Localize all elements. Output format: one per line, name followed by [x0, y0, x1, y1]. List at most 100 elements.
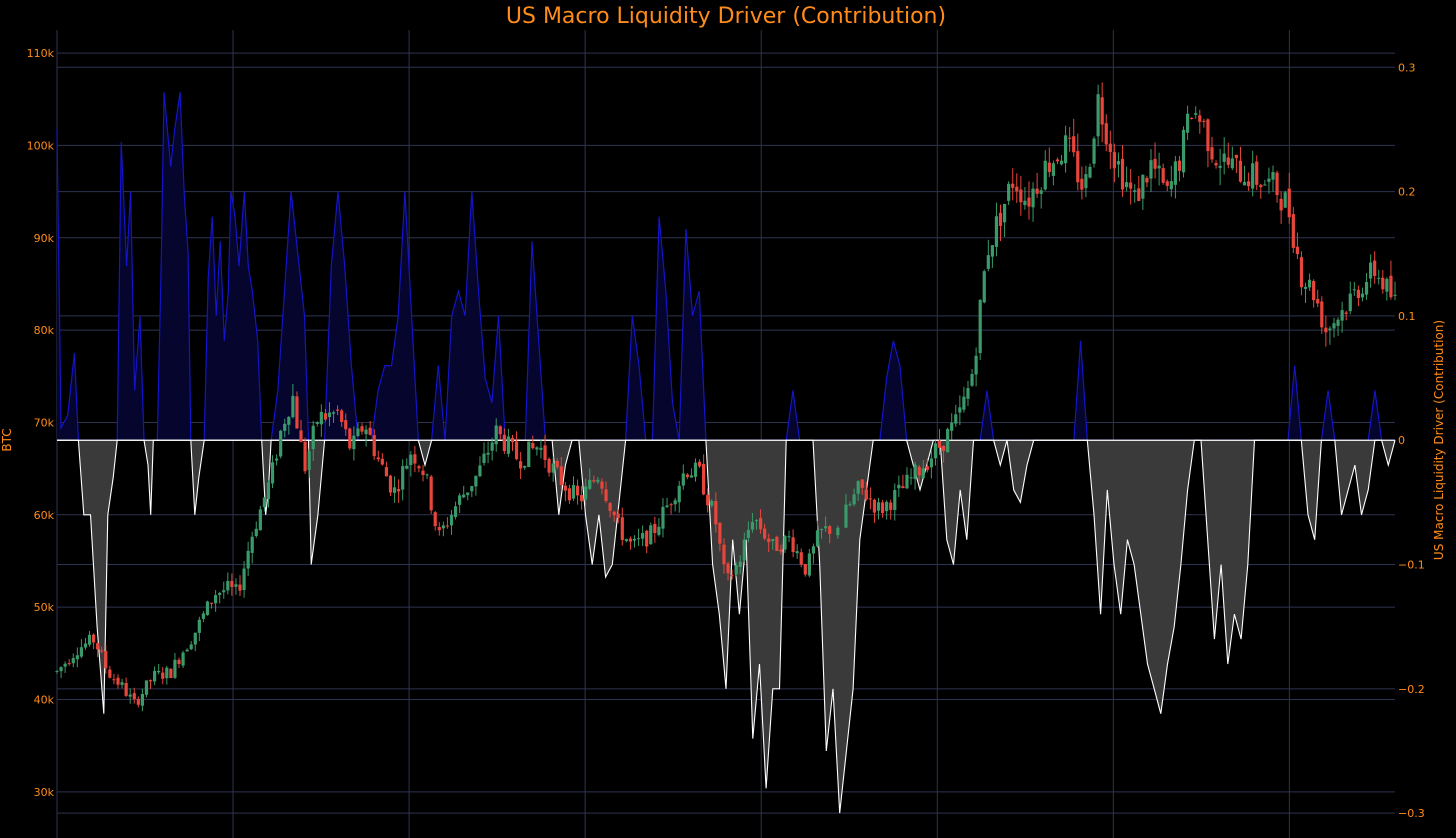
- right-tick-label: 0.2: [1398, 186, 1416, 199]
- candle-body: [466, 492, 470, 496]
- candle-body: [1177, 160, 1182, 171]
- candle-body: [1007, 183, 1011, 201]
- candle-body: [315, 422, 319, 424]
- candle-body: [1251, 163, 1255, 189]
- candle-body: [1283, 192, 1287, 208]
- candle-body: [730, 575, 734, 577]
- candle-body: [1169, 181, 1173, 190]
- candle-body: [791, 537, 795, 553]
- candle-body: [100, 650, 104, 652]
- candle-body: [1165, 181, 1169, 186]
- candle-body: [104, 651, 108, 669]
- candle-body: [767, 538, 771, 543]
- candle-body: [1312, 280, 1316, 301]
- candle-body: [1246, 181, 1251, 187]
- left-tick-label: 30k: [34, 786, 55, 799]
- left-tick-label: 110k: [27, 47, 55, 60]
- candle-body: [1100, 97, 1104, 125]
- candle-body: [860, 479, 864, 488]
- candle-body: [848, 504, 852, 506]
- candle-body: [401, 466, 405, 490]
- candle-body: [1324, 327, 1328, 333]
- candle-body: [360, 426, 364, 432]
- candle-body: [714, 500, 718, 525]
- candle-body: [624, 539, 628, 542]
- candle-body: [1185, 113, 1190, 133]
- candle-body: [1271, 172, 1275, 180]
- candle-body: [1153, 158, 1157, 169]
- candle-body: [632, 538, 637, 541]
- candle-body: [1206, 119, 1210, 152]
- candle-body: [266, 482, 271, 500]
- candle-body: [722, 544, 726, 565]
- candle-body: [1027, 197, 1031, 207]
- candle-body: [246, 550, 250, 569]
- liquidity-negative-fill: [57, 440, 1395, 814]
- candle-body: [1055, 159, 1060, 162]
- candle-body: [108, 669, 112, 678]
- candle-body: [1279, 198, 1283, 211]
- candle-body: [177, 659, 181, 664]
- candle-body: [250, 536, 254, 553]
- candle-body: [1373, 260, 1377, 276]
- candle-body: [270, 462, 275, 484]
- candle-body: [580, 495, 584, 502]
- candle-body: [1104, 123, 1108, 145]
- chart-title: US Macro Liquidity Driver (Contribution): [506, 4, 946, 29]
- candle-body: [1332, 323, 1336, 329]
- candle-body: [657, 526, 661, 535]
- candle-body: [453, 506, 458, 517]
- candle-body: [291, 395, 295, 418]
- candle-body: [905, 474, 909, 489]
- candle-body: [380, 458, 384, 465]
- candle-body: [527, 441, 531, 467]
- candle-body: [376, 457, 380, 460]
- candle-body: [258, 509, 262, 531]
- candle-body: [197, 619, 201, 633]
- candle-body: [116, 677, 120, 685]
- candle-body: [1161, 168, 1165, 183]
- candle-body: [1051, 163, 1055, 176]
- candle-body: [1137, 188, 1141, 201]
- candle-body: [1385, 278, 1389, 292]
- candle-body: [620, 517, 624, 540]
- candle-body: [876, 502, 881, 511]
- candle-body: [803, 564, 807, 575]
- candle-body: [238, 584, 242, 591]
- right-axis-ticks: 0.3 0.2 0.1 0 −0.1 −0.2 −0.3: [1398, 61, 1425, 820]
- candle-body: [1059, 160, 1064, 165]
- candle-body: [608, 503, 612, 511]
- candle-body: [1173, 161, 1177, 185]
- candle-body: [165, 667, 169, 679]
- candle-body: [1368, 262, 1373, 279]
- candle-body: [612, 511, 616, 516]
- candle-body: [584, 486, 588, 500]
- candle-body: [498, 426, 502, 435]
- left-tick-label: 40k: [34, 693, 55, 706]
- candle-body: [726, 563, 730, 574]
- candle-body: [490, 442, 494, 451]
- candle-body: [242, 568, 246, 591]
- candle-body: [718, 522, 722, 544]
- candle-body: [575, 485, 580, 496]
- candle-body: [327, 412, 332, 418]
- candle-body: [494, 425, 498, 445]
- candle-body: [958, 407, 962, 413]
- candle-body: [1377, 277, 1381, 279]
- candle-body: [112, 679, 116, 681]
- candle-body: [124, 683, 128, 696]
- candle-body: [856, 481, 860, 494]
- candle-body: [616, 513, 620, 518]
- candle-body: [344, 420, 348, 430]
- candle-body: [1076, 151, 1080, 183]
- candle-body: [661, 506, 665, 529]
- candle-body: [502, 434, 506, 452]
- candle-body: [1084, 174, 1088, 189]
- candle-body: [441, 525, 445, 529]
- candle-body: [783, 535, 787, 550]
- candle-body: [523, 465, 527, 468]
- candle-body: [482, 453, 486, 463]
- candle-body: [1303, 286, 1308, 289]
- left-axis-ticks: 30k 40k 50k 60k 70k 80k 90k 100k 110k: [27, 47, 55, 799]
- candle-body: [990, 245, 994, 257]
